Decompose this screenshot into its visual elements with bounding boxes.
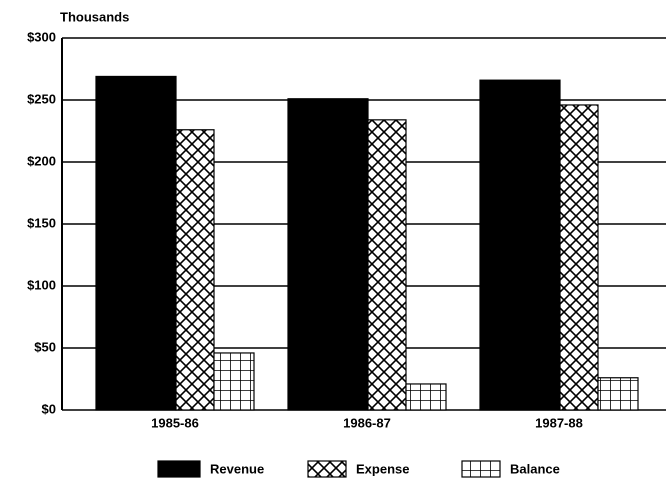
y-tick-label: $250 bbox=[27, 91, 56, 106]
bar bbox=[559, 104, 599, 411]
legend-label: Expense bbox=[356, 461, 409, 476]
bar bbox=[367, 119, 407, 411]
bar bbox=[95, 75, 177, 411]
y-tick-label: $100 bbox=[27, 277, 56, 292]
bar bbox=[287, 98, 369, 411]
x-tick-label: 1985-86 bbox=[151, 415, 199, 430]
y-tick-label: $300 bbox=[27, 29, 56, 44]
legend-swatch bbox=[307, 460, 347, 478]
bar bbox=[597, 377, 639, 411]
bar bbox=[213, 352, 255, 411]
bar bbox=[175, 129, 215, 411]
y-tick-label: $0 bbox=[42, 401, 56, 416]
bar bbox=[405, 383, 447, 411]
y-tick-label: $200 bbox=[27, 153, 56, 168]
bar bbox=[479, 79, 561, 411]
y-tick-label: $50 bbox=[34, 339, 56, 354]
y-axis-label: Thousands bbox=[60, 9, 129, 24]
x-tick-label: 1986-87 bbox=[343, 415, 391, 430]
legend-swatch bbox=[157, 460, 201, 478]
x-tick-label: 1987-88 bbox=[535, 415, 583, 430]
legend-label: Revenue bbox=[210, 461, 264, 476]
legend-swatch bbox=[461, 460, 501, 478]
legend-label: Balance bbox=[510, 461, 560, 476]
y-tick-label: $150 bbox=[27, 215, 56, 230]
